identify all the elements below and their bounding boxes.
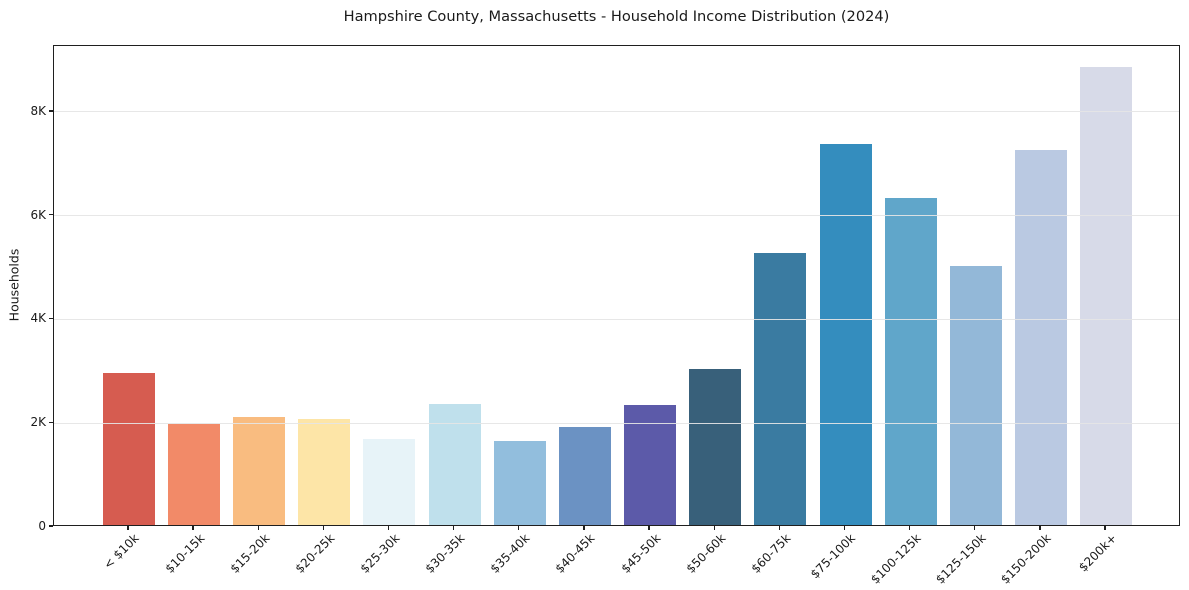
plot-area: [53, 45, 1180, 526]
grid-layer: [54, 46, 1179, 525]
bar: [754, 253, 807, 525]
bar: [102, 372, 155, 525]
bar: [363, 438, 416, 525]
y-tick-label: 2K: [30, 415, 46, 430]
x-tick-mark: [1104, 526, 1106, 530]
y-tick-mark: [49, 110, 53, 112]
x-tick-mark: [452, 526, 455, 530]
gridline: [54, 422, 1179, 424]
y-tick-label: 0: [38, 519, 46, 533]
bar: [689, 369, 742, 525]
bars-layer: [54, 46, 1179, 525]
y-tick-label: 6K: [30, 207, 46, 222]
y-tick-mark: [49, 317, 53, 320]
x-tick-mark: [257, 526, 259, 530]
y-tick-mark: [49, 525, 53, 527]
y-tick-label: 4K: [30, 311, 46, 326]
x-tick-mark: [648, 526, 650, 530]
x-tick-mark: [192, 526, 194, 530]
bar: [493, 440, 546, 525]
x-tick-mark: [387, 526, 390, 530]
bar: [949, 265, 1002, 525]
y-tick-mark: [49, 421, 53, 423]
bar: [1014, 150, 1067, 525]
bar: [233, 417, 286, 525]
y-axis-label: Households: [6, 248, 22, 322]
gridline: [54, 215, 1179, 217]
x-tick-mark: [518, 526, 520, 530]
x-tick-mark: [1039, 526, 1041, 530]
bar: [884, 198, 937, 525]
x-tick-mark: [908, 526, 911, 530]
gridline: [54, 111, 1179, 113]
bar: [428, 404, 481, 525]
bar: [298, 419, 351, 525]
x-tick-mark: [583, 526, 585, 530]
y-tick-mark: [49, 213, 53, 216]
bar: [624, 404, 677, 525]
chart-title: Hampshire County, Massachusetts - Househ…: [343, 8, 890, 25]
gridline: [54, 318, 1179, 320]
bar: [558, 426, 611, 525]
bar: [1080, 66, 1133, 525]
bar: [819, 143, 872, 525]
x-tick-mark: [127, 526, 129, 530]
x-tick-mark: [974, 526, 976, 530]
x-tick-mark: [322, 526, 325, 530]
x-tick-mark: [713, 526, 715, 530]
bar: [168, 423, 221, 525]
x-tick-mark: [778, 526, 781, 530]
x-tick-mark: [843, 526, 846, 530]
y-tick-label: 8K: [30, 103, 46, 118]
